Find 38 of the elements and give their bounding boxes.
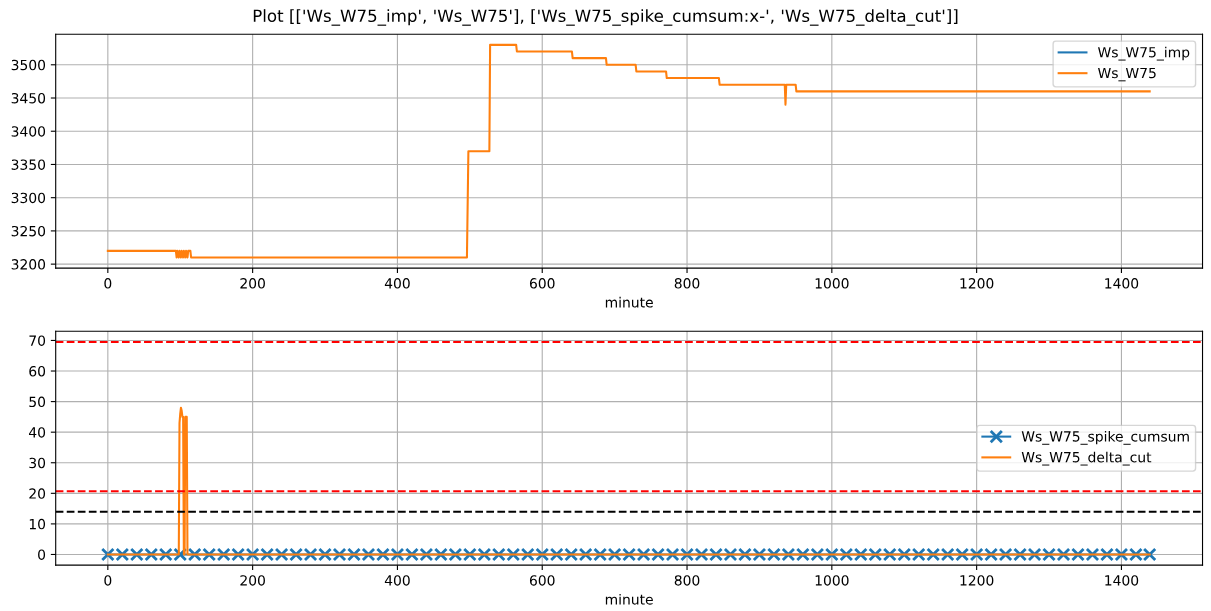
x-tick-label: 200 [240, 278, 265, 289]
x-tick-label: 0 [104, 278, 112, 289]
x-tick-label: 1200 [960, 278, 994, 289]
legend-label: Ws_W75_imp [1098, 46, 1190, 61]
y-tick-label: 3400 [11, 126, 46, 137]
y-tick-label: 10 [29, 518, 46, 530]
y-tick-label: 40 [28, 427, 46, 438]
chart-title: Plot [['Ws_W75_imp', 'Ws_W75'], ['Ws_W75_spike_cumsum:x-', 'Ws_W75_delta_cut']] [253, 9, 958, 26]
legend-label: Ws_W75_delta_cut [1021, 451, 1152, 466]
x-axis-title: minute [605, 593, 653, 605]
x-axis-title: minute [605, 296, 653, 308]
x-tick-label: 0 [104, 575, 112, 586]
y-tick-label: 60 [29, 365, 46, 377]
legend-label: Ws_W75_spike_cumsum [1021, 430, 1189, 445]
x-tick-label: 1400 [1105, 575, 1139, 586]
x-tick-label: 800 [674, 278, 700, 289]
x-tick-label: 1200 [960, 575, 994, 586]
x-tick-label: 400 [384, 575, 410, 586]
y-tick-label: 3450 [11, 92, 46, 104]
x-tick-label: 1000 [815, 575, 849, 586]
legend-label: Ws_W75 [1098, 67, 1156, 82]
y-tick-label: 3350 [11, 159, 46, 170]
y-tick-label: 3250 [11, 225, 46, 237]
y-tick-label: 50 [29, 396, 46, 408]
y-tick-label: 70 [29, 335, 46, 346]
x-tick-label: 1000 [815, 278, 849, 289]
y-tick-label: 3500 [11, 59, 46, 71]
y-tick-label: 20 [29, 488, 46, 499]
y-tick-label: 3300 [11, 192, 46, 204]
x-tick-label: 1400 [1105, 278, 1139, 289]
x-tick-label: 800 [674, 575, 700, 586]
y-tick-label: 30 [29, 457, 46, 469]
x-tick-label: 600 [529, 278, 555, 289]
x-tick-label: 400 [384, 278, 410, 289]
x-tick-label: 600 [529, 575, 555, 586]
y-tick-label: 3200 [11, 259, 46, 270]
y-tick-label: 0 [38, 549, 46, 560]
x-tick-label: 200 [240, 575, 265, 586]
